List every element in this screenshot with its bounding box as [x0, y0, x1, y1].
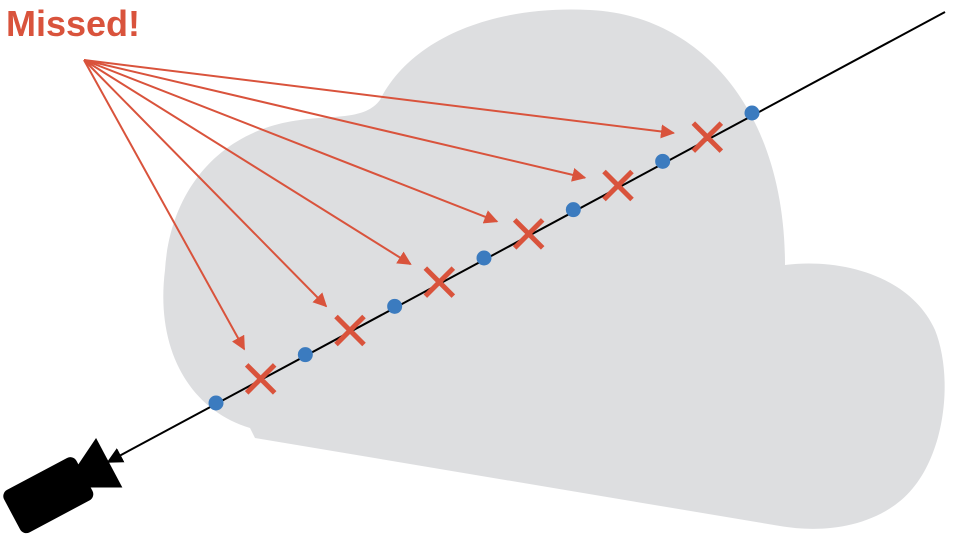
missed-cross [691, 121, 724, 153]
sample-point [387, 298, 403, 314]
sample-point [655, 153, 671, 169]
missed-label: Missed! [6, 3, 141, 44]
sample-points [208, 105, 760, 411]
camera-icon [3, 438, 123, 534]
sample-point [565, 202, 581, 218]
missed-cross [423, 266, 456, 298]
missed-cross [512, 218, 545, 250]
missed-pointers [83, 59, 675, 351]
missed-pointer-arrow [83, 59, 499, 224]
missed-cross [244, 363, 277, 395]
missed-pointer-arrow [83, 59, 246, 351]
missed-cross [602, 169, 634, 202]
missed-cross [334, 314, 366, 347]
missed-pointer-arrow [83, 59, 675, 139]
sample-point [744, 105, 760, 121]
missed-pointer-arrow [83, 59, 412, 265]
sample-point [297, 347, 313, 363]
missed-pointer-arrow [83, 59, 328, 308]
sample-point [208, 395, 224, 411]
cloud-shape [163, 9, 945, 529]
missed-markers [244, 121, 724, 395]
sample-point [476, 250, 492, 266]
missed-pointer-arrow [83, 59, 587, 182]
